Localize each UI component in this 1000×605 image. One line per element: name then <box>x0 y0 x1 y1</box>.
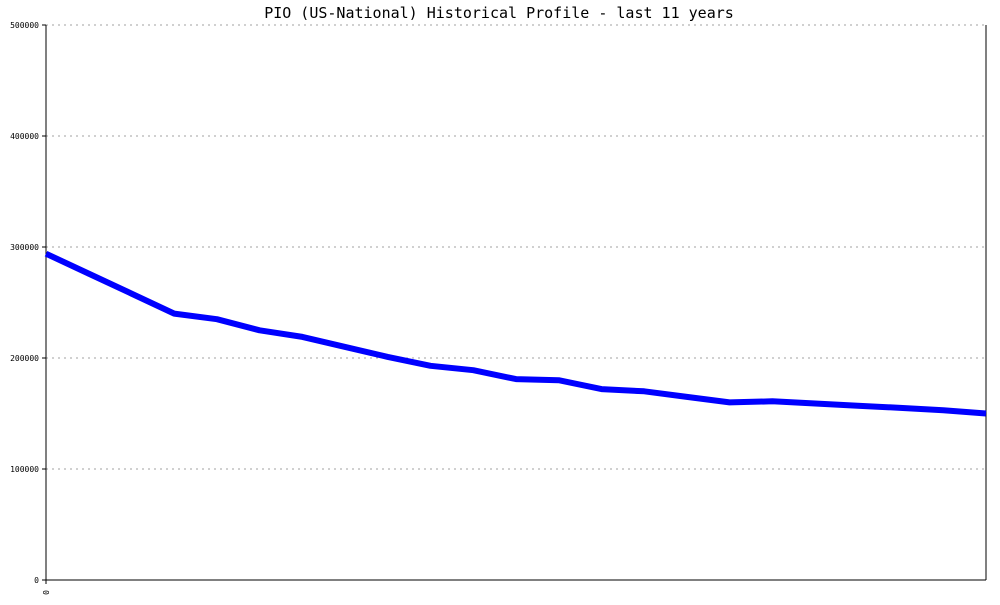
y-tick-label: 400000 <box>10 132 39 141</box>
y-tick-label: 300000 <box>10 243 39 252</box>
axes <box>42 24 987 584</box>
y-tick-label: 0 <box>34 576 39 585</box>
y-tick-label: 500000 <box>10 21 39 30</box>
y-tick-label: 200000 <box>10 354 39 363</box>
series-lines <box>44 250 987 417</box>
chart-title: PIO (US-National) Historical Profile - l… <box>264 4 734 22</box>
grid-lines <box>46 24 986 470</box>
y-tick-label: 100000 <box>10 465 39 474</box>
x-tick-label: 0 <box>42 590 51 595</box>
series-line <box>44 250 987 417</box>
tick-labels: 0 100000 200000 300000 400000 500000 0 <box>10 21 51 595</box>
